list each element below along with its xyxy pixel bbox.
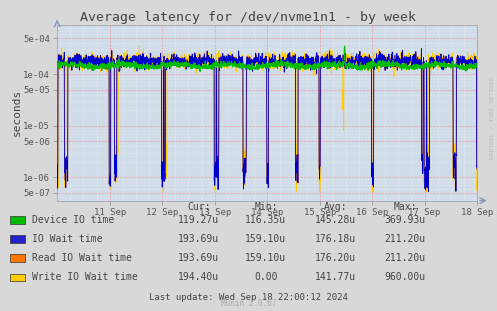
Text: 211.20u: 211.20u bbox=[385, 253, 425, 263]
Text: Last update: Wed Sep 18 22:00:12 2024: Last update: Wed Sep 18 22:00:12 2024 bbox=[149, 293, 348, 302]
Text: Read IO Wait time: Read IO Wait time bbox=[32, 253, 132, 263]
Text: 211.20u: 211.20u bbox=[385, 234, 425, 244]
Text: 193.69u: 193.69u bbox=[178, 253, 219, 263]
Text: 116.35u: 116.35u bbox=[246, 215, 286, 225]
Text: Munin 2.0.67: Munin 2.0.67 bbox=[221, 299, 276, 308]
Text: IO Wait time: IO Wait time bbox=[32, 234, 103, 244]
Text: 145.28u: 145.28u bbox=[315, 215, 356, 225]
Text: RRDTOOL / TOBI OETIKER: RRDTOOL / TOBI OETIKER bbox=[490, 77, 495, 160]
Text: 194.40u: 194.40u bbox=[178, 272, 219, 282]
Text: 176.18u: 176.18u bbox=[315, 234, 356, 244]
Text: 159.10u: 159.10u bbox=[246, 234, 286, 244]
Text: 369.93u: 369.93u bbox=[385, 215, 425, 225]
Text: 159.10u: 159.10u bbox=[246, 253, 286, 263]
Text: Avg:: Avg: bbox=[324, 202, 347, 212]
Text: 960.00u: 960.00u bbox=[385, 272, 425, 282]
Text: Cur:: Cur: bbox=[187, 202, 211, 212]
Text: Average latency for /dev/nvme1n1 - by week: Average latency for /dev/nvme1n1 - by we… bbox=[81, 11, 416, 24]
Text: Min:: Min: bbox=[254, 202, 278, 212]
Text: 176.20u: 176.20u bbox=[315, 253, 356, 263]
Text: 193.69u: 193.69u bbox=[178, 234, 219, 244]
Text: Max:: Max: bbox=[393, 202, 417, 212]
Text: Device IO time: Device IO time bbox=[32, 215, 114, 225]
Text: 141.77u: 141.77u bbox=[315, 272, 356, 282]
Text: 119.27u: 119.27u bbox=[178, 215, 219, 225]
Text: 0.00: 0.00 bbox=[254, 272, 278, 282]
Y-axis label: seconds: seconds bbox=[12, 89, 22, 136]
Text: Write IO Wait time: Write IO Wait time bbox=[32, 272, 138, 282]
